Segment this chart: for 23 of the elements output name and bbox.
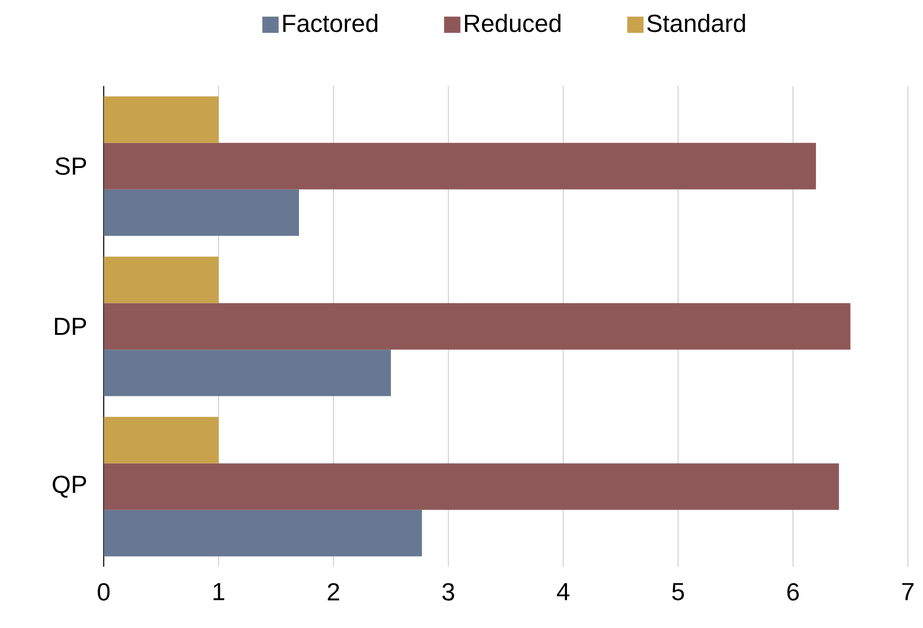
- bar: [104, 189, 299, 236]
- bar: [104, 416, 219, 464]
- x-tick-label: 5: [672, 582, 684, 600]
- x-tick-label: 2: [328, 582, 340, 600]
- bar: [104, 96, 219, 143]
- x-tick-label: 4: [556, 582, 570, 600]
- x-tick-label: 3: [442, 582, 454, 600]
- legend-label: Reduced: [465, 14, 560, 32]
- y-tick-label: SP: [55, 157, 86, 175]
- bar: [104, 510, 422, 556]
- bar: [104, 302, 850, 350]
- legend-label: Factored: [283, 14, 378, 32]
- y-tick-label: DP: [55, 318, 86, 335]
- bar: [104, 349, 391, 396]
- x-tick-label: 7: [902, 582, 914, 600]
- bar: [104, 142, 816, 190]
- bar: [104, 463, 839, 510]
- legend-label: Standard: [647, 14, 745, 32]
- x-tick-label: 0: [98, 582, 110, 600]
- bar: [104, 256, 219, 303]
- x-tick-label: 6: [787, 582, 799, 600]
- x-tick-label: 1: [214, 582, 224, 600]
- y-tick-label: QP: [52, 475, 86, 498]
